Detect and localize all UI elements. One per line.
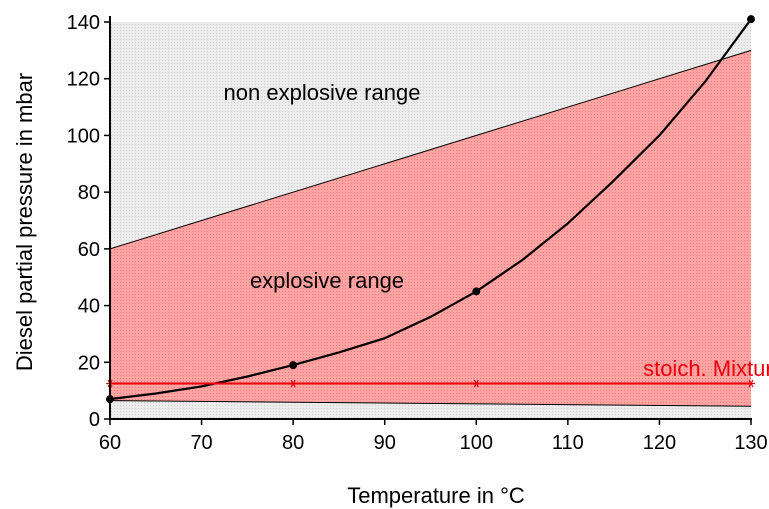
x-tick-label: 90 (374, 432, 396, 454)
x-tick-label: 70 (190, 432, 212, 454)
x-tick-label: 120 (643, 432, 676, 454)
x-tick-label: 100 (460, 432, 493, 454)
vapor-pressure-point (472, 287, 481, 296)
y-tick-label: 140 (67, 12, 100, 34)
stoich-mixture-marker (472, 379, 481, 388)
upper-explosion-limit-line (109, 49, 752, 250)
x-tick-label: 130 (734, 432, 767, 454)
stoich-mixture-label: stoich. Mixture (643, 356, 769, 381)
vapor-pressure-point (289, 361, 298, 370)
y-tick-label: 120 (67, 69, 100, 91)
x-tick-label: 110 (552, 432, 584, 454)
explosive-range-label: explosive range (250, 268, 404, 293)
y-tick-label: 40 (78, 296, 100, 318)
stoich-mixture-marker (747, 379, 755, 388)
x-axis-ticks: 60 70 80 90 100 110 120 130 (99, 419, 768, 454)
y-tick-label: 100 (67, 125, 100, 147)
vapor-pressure-point (747, 15, 755, 24)
y-axis-title: Diesel partial pressure in mbar (12, 73, 37, 371)
non-explosive-range-label: non explosive range (224, 80, 421, 105)
y-tick-label: 60 (78, 239, 100, 261)
x-tick-label: 60 (99, 432, 121, 454)
stoich-mixture-marker (289, 379, 298, 388)
lower-explosion-limit-line (109, 400, 752, 407)
x-tick-label: 80 (282, 432, 304, 454)
y-tick-label: 0 (89, 409, 100, 431)
explosive-region (110, 50, 751, 407)
x-axis-title: Temperature in °C (347, 483, 525, 508)
y-axis-ticks: 0 20 40 60 80 100 120 140 (67, 12, 110, 431)
y-tick-label: 80 (78, 182, 100, 204)
axes (109, 16, 752, 420)
y-tick-label: 20 (78, 352, 100, 374)
